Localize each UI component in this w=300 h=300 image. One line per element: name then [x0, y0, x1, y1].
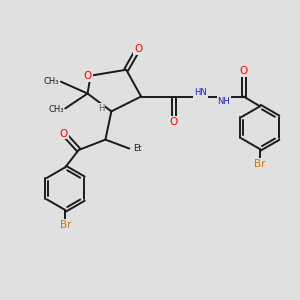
Text: Br: Br [59, 220, 71, 230]
Text: O: O [239, 66, 248, 76]
Text: Br: Br [254, 159, 266, 169]
Text: CH₃: CH₃ [48, 105, 64, 114]
Text: O: O [170, 117, 178, 127]
Text: NH: NH [217, 97, 230, 106]
Text: O: O [83, 71, 92, 81]
Text: H: H [98, 104, 104, 113]
Text: HN: HN [194, 88, 207, 98]
Text: O: O [134, 44, 142, 54]
Text: CH₃: CH₃ [44, 77, 59, 86]
Text: Et: Et [133, 144, 141, 153]
Text: O: O [60, 129, 68, 139]
